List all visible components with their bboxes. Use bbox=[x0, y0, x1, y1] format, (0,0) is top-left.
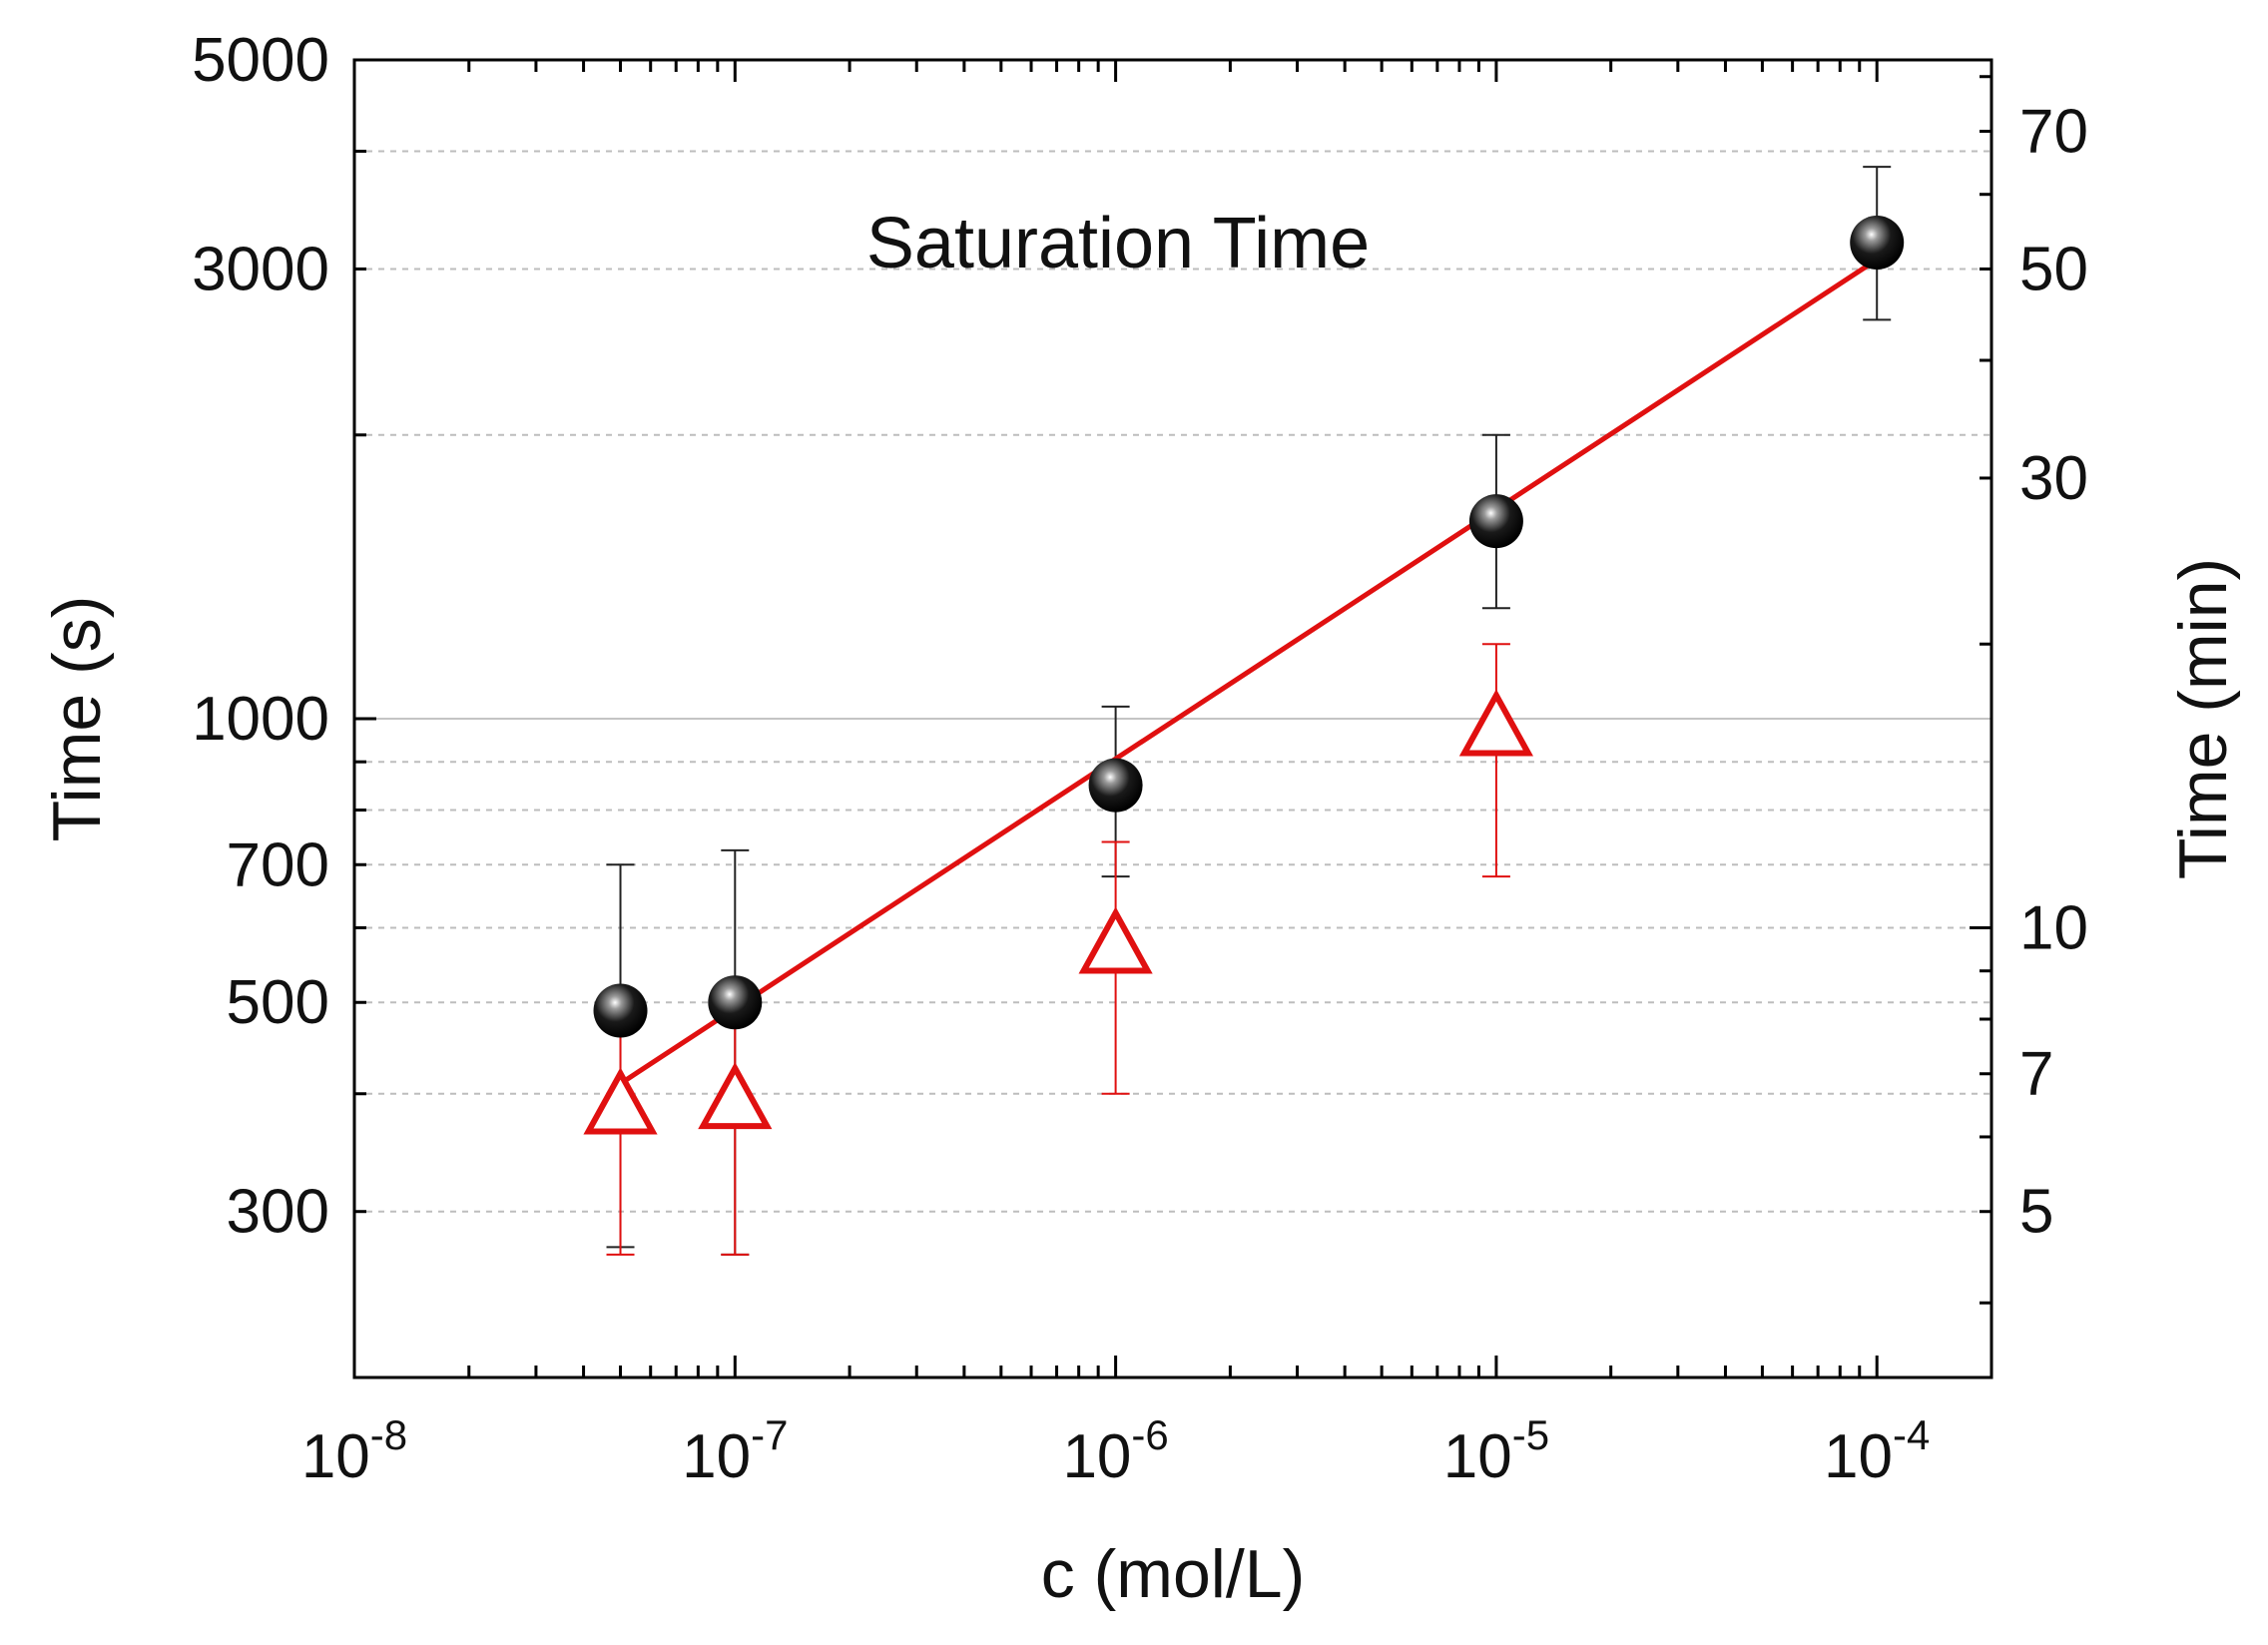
y2-tick-label: 7 bbox=[2019, 1040, 2053, 1109]
y-tick-label: 300 bbox=[227, 1178, 329, 1247]
y-tick-label: 1000 bbox=[192, 685, 329, 754]
y-tick-labels: 300 500 700 1000 3000 5000 bbox=[192, 26, 329, 1247]
data-point-sphere bbox=[1468, 494, 1523, 549]
y2-tick-label: 50 bbox=[2019, 235, 2088, 303]
x-tick-label: 10-8 bbox=[301, 1411, 407, 1491]
data-point-triangle bbox=[1078, 906, 1153, 974]
data-point-sphere bbox=[1088, 758, 1143, 813]
ticks bbox=[352, 58, 1993, 1379]
data-point-triangle bbox=[583, 1067, 658, 1135]
x-tick-label: 10-7 bbox=[682, 1411, 788, 1491]
y-tick-label: 3000 bbox=[192, 235, 329, 303]
y2-tick-label: 10 bbox=[2019, 893, 2088, 962]
y-tick-label: 500 bbox=[227, 968, 329, 1037]
data-markers bbox=[583, 216, 1905, 1135]
y2-tick-labels: 5 7 10 30 50 70 bbox=[2019, 97, 2088, 1246]
x-tick-label: 10-5 bbox=[1443, 1411, 1549, 1491]
fit-line bbox=[619, 257, 1879, 1086]
y-tick-label: 5000 bbox=[192, 26, 329, 95]
x-tick-label: 10-4 bbox=[1824, 1411, 1930, 1491]
y2-tick-label: 5 bbox=[2019, 1178, 2053, 1247]
data-point-sphere bbox=[708, 975, 763, 1030]
y-axis-title: Time (s) bbox=[39, 596, 115, 842]
gridlines bbox=[354, 150, 1991, 1213]
error-bars bbox=[606, 166, 1892, 1256]
data-point-triangle bbox=[1458, 689, 1533, 757]
data-point-sphere bbox=[1850, 216, 1905, 271]
data-point-triangle bbox=[698, 1061, 773, 1130]
y2-tick-label: 30 bbox=[2019, 444, 2088, 513]
x-axis-title: c (mol/L) bbox=[1041, 1536, 1305, 1612]
data-point-sphere bbox=[593, 983, 648, 1038]
x-tick-labels: 10-8 10-7 10-6 10-5 10-4 bbox=[301, 1411, 1931, 1491]
y2-axis-title: Time (min) bbox=[2165, 558, 2241, 879]
x-tick-label: 10-6 bbox=[1062, 1411, 1168, 1491]
chart-title: Saturation Time bbox=[866, 204, 1370, 283]
y-tick-label: 700 bbox=[227, 830, 329, 899]
y2-tick-label: 70 bbox=[2019, 97, 2088, 166]
